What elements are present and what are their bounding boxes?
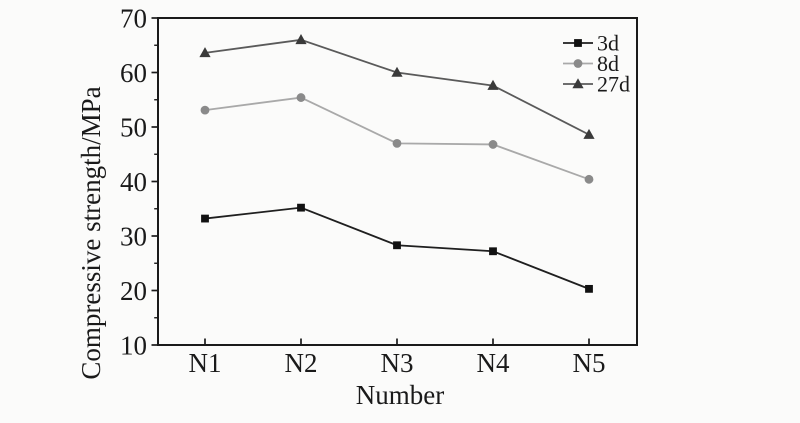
series-8d-point-N4 [488,140,498,149]
x-axis-label: Number [356,380,444,410]
series-27d-point-N4 [487,79,499,90]
series-27d-point-N2 [295,34,307,45]
legend-8d-label: 8d [597,51,619,76]
y-tick-label: 30 [120,221,147,251]
y-axis-label: Compressive strength/MPa [76,86,106,379]
legend-27d-label: 27d [597,71,630,96]
x-tick-label: N1 [189,348,222,378]
series-27d-point-N5 [583,128,595,139]
y-tick-label: 60 [120,58,147,88]
y-tick-label: 40 [120,167,147,197]
series-8d-line [204,96,590,181]
series-8d-point-N3 [392,138,402,148]
x-tick-label: N4 [477,348,510,378]
series-3d-point-N3 [393,241,401,250]
y-tick-label: 50 [120,112,147,142]
y-tick-label: 20 [120,276,147,306]
x-tick-label: N3 [381,348,414,378]
legend-3d-label: 3d [597,30,619,55]
y-tick-label: 70 [120,3,147,33]
series-27d-point-N1 [199,47,211,58]
series-27d-point-N3 [391,66,403,77]
x-tick-label: N5 [573,348,606,378]
series-3d-point-N4 [489,247,497,256]
series-3d-point-N5 [585,284,593,293]
legend-27d-marker [572,78,584,89]
series-8d-point-N1 [200,105,210,115]
legend-8d-marker [573,59,583,68]
plot-border [157,17,638,346]
legend-3d-marker [574,39,582,47]
y-tick-label: 10 [120,330,147,360]
series-27d-line [204,38,590,136]
series-8d-point-N5 [584,174,594,184]
x-tick-label: N2 [285,348,318,378]
series-3d-point-N1 [201,214,209,223]
series-3d-point-N2 [297,203,305,212]
series-8d-point-N2 [296,93,306,102]
